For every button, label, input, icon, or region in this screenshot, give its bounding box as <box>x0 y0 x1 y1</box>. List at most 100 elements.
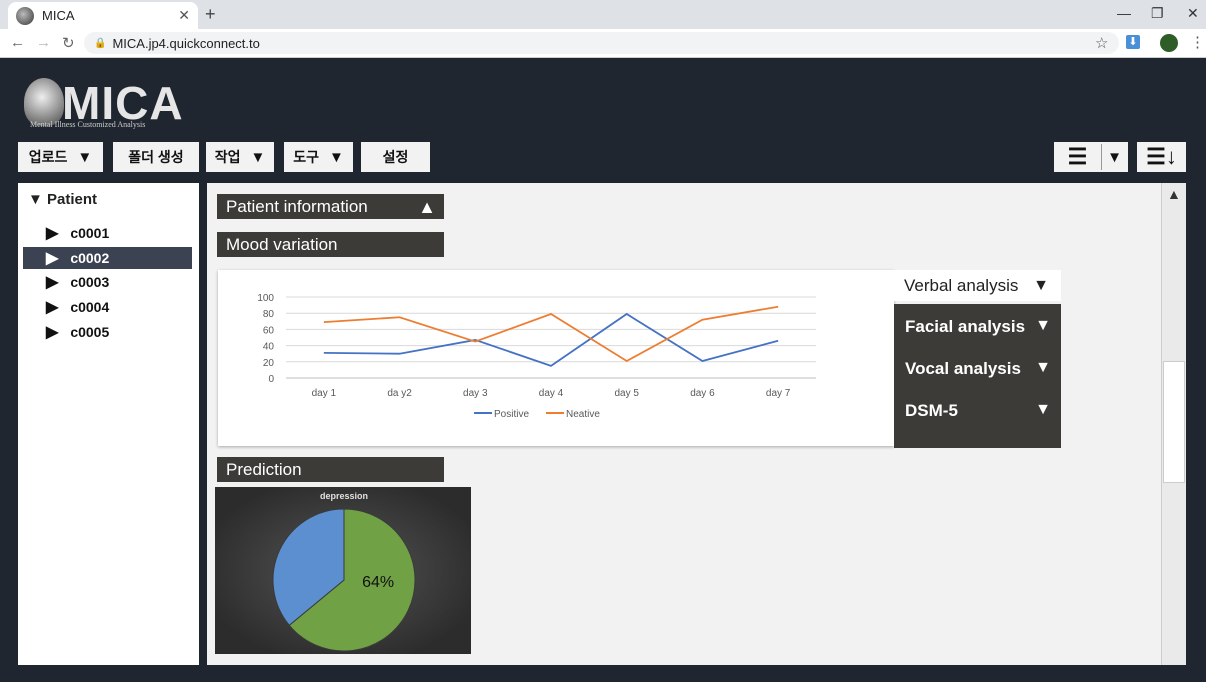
task-label: 작업 <box>214 149 241 165</box>
x-tick-label: day 4 <box>539 388 564 399</box>
forward-icon[interactable]: → <box>36 34 51 51</box>
list-view-icon: ☰ <box>1054 144 1102 170</box>
back-icon[interactable]: ← <box>10 34 25 51</box>
depression-pie-svg: depression 64% <box>272 491 416 652</box>
legend-label: Neative <box>566 409 600 420</box>
upload-menu-button[interactable]: 업로드 ▼ <box>18 142 103 172</box>
tools-label: 도구 <box>293 149 319 165</box>
head-logo-icon <box>24 78 64 126</box>
close-tab-icon[interactable]: ✕ <box>178 7 190 23</box>
x-tick-label: day 3 <box>463 388 488 399</box>
triangle-right-icon: ▶ <box>46 274 59 291</box>
sort-button[interactable]: ☰↓ <box>1137 142 1186 172</box>
triangle-down-icon: ▼ <box>1033 276 1049 294</box>
tree-root-patient[interactable]: ▼ Patient <box>28 191 97 208</box>
download-extension-icon[interactable]: ⬇ <box>1126 35 1140 49</box>
scroll-up-icon[interactable]: ▲ <box>1167 186 1181 202</box>
restore-icon[interactable]: ❐ <box>1151 5 1164 21</box>
x-tick-label: day 7 <box>766 388 791 399</box>
x-tick-label: day 5 <box>614 388 639 399</box>
verbal-analysis-label: Verbal analysis <box>904 275 1019 295</box>
tree-item-c0005[interactable]: ▶ c0005 <box>23 321 192 343</box>
triangle-right-icon: ▶ <box>46 299 59 316</box>
triangle-up-icon[interactable]: ▲ <box>418 197 436 217</box>
depression-pie-chart: depression 64% <box>215 487 471 654</box>
mood-variation-title: Mood variation <box>226 234 338 254</box>
triangle-right-icon: ▶ <box>46 250 59 267</box>
x-tick-label: day 6 <box>690 388 715 399</box>
tree-item-c0002[interactable]: ▶ c0002 <box>23 247 192 269</box>
lock-icon: 🔒 <box>94 37 107 49</box>
browser-menu-icon[interactable]: ⋮ <box>1190 34 1205 51</box>
bookmark-star-icon[interactable]: ☆ <box>1095 35 1109 52</box>
tree-item-label: c0005 <box>70 324 110 340</box>
triangle-down-icon: ▼ <box>77 148 93 166</box>
scroll-thumb[interactable] <box>1163 361 1185 483</box>
dsm5-label: DSM-5 <box>905 401 958 420</box>
x-tick-label: day 1 <box>312 388 337 399</box>
y-tick-label: 0 <box>268 374 274 385</box>
mica-logo: MICA Mental Illness Customized Analysis <box>24 76 194 132</box>
vocal-analysis-label: Vocal analysis <box>905 359 1021 378</box>
facial-analysis-label: Facial analysis <box>905 317 1026 336</box>
close-window-icon[interactable]: ✕ <box>1187 5 1199 21</box>
url-field[interactable]: 🔒 MICA.jp4.quickconnect.to <box>84 32 1119 54</box>
patient-info-header[interactable]: Patient information ▲ <box>217 194 444 219</box>
logo-title: MICA <box>62 77 184 129</box>
triangle-down-icon: ▼ <box>1035 401 1051 418</box>
new-tab-icon[interactable]: + <box>205 4 216 24</box>
browser-tab-bar: MICA ✕ + — ❐ ✕ <box>0 0 1206 29</box>
x-tick-label: da y2 <box>387 388 412 399</box>
legend-label: Positive <box>494 409 529 420</box>
profile-avatar[interactable] <box>1160 34 1178 52</box>
patient-tree-panel: ▼ Patient ▶ c0001 ▶ c0002 ▶ c0003 ▶ c000… <box>18 183 199 665</box>
tree-item-c0004[interactable]: ▶ c0004 <box>23 296 192 318</box>
facial-analysis-item[interactable]: Facial analysis ▼ <box>905 317 1055 337</box>
triangle-right-icon: ▶ <box>46 324 59 341</box>
new-folder-button[interactable]: 폴더 생성 <box>113 142 199 172</box>
upload-label: 업로드 <box>28 149 68 165</box>
minimize-icon[interactable]: — <box>1117 5 1131 21</box>
tree-item-label: c0001 <box>70 225 110 241</box>
settings-button[interactable]: 설정 <box>361 142 430 172</box>
task-menu-button[interactable]: 작업 ▼ <box>206 142 274 172</box>
tree-item-label: c0004 <box>70 299 110 315</box>
vertical-scrollbar[interactable]: ▲ <box>1161 183 1186 665</box>
reload-icon[interactable]: ↻ <box>62 35 75 52</box>
triangle-down-icon: ▼ <box>1107 148 1122 166</box>
y-tick-label: 20 <box>263 358 275 369</box>
tree-item-c0003[interactable]: ▶ c0003 <box>23 271 192 293</box>
triangle-down-icon: ▼ <box>1035 359 1051 376</box>
tree-item-label: c0002 <box>70 250 110 266</box>
pie-slice <box>288 508 416 652</box>
address-bar: ← → ↻ 🔒 MICA.jp4.quickconnect.to ☆ ⬇ ⋮ <box>0 29 1206 58</box>
verbal-analysis-tab[interactable]: Verbal analysis ▼ <box>894 270 1061 301</box>
tab-title: MICA <box>42 8 75 23</box>
mood-line-chart: 100 80 60 40 20 0 day 1 da y2 day 3 day 4 day 5 day… <box>218 270 894 446</box>
triangle-down-icon: ▼ <box>328 148 344 166</box>
logo-subtitle: Mental Illness Customized Analysis <box>30 120 146 129</box>
vocal-analysis-item[interactable]: Vocal analysis ▼ <box>905 359 1055 379</box>
favicon-icon <box>16 6 34 25</box>
triangle-down-icon: ▼ <box>250 148 266 166</box>
main-content: Patient information ▲ Mood variation 100… <box>207 183 1186 665</box>
dsm5-item[interactable]: DSM-5 ▼ <box>905 401 1055 421</box>
y-tick-label: 40 <box>263 342 275 353</box>
triangle-down-icon: ▼ <box>1035 317 1051 334</box>
pie-data-label: 64% <box>362 574 394 591</box>
prediction-title: Prediction <box>226 459 302 479</box>
y-tick-label: 80 <box>263 309 275 320</box>
view-mode-button[interactable]: ☰ ▼ <box>1054 142 1128 172</box>
analysis-menu: Facial analysis ▼ Vocal analysis ▼ DSM-5… <box>894 304 1061 448</box>
new-folder-label: 폴더 생성 <box>128 149 184 165</box>
tools-menu-button[interactable]: 도구 ▼ <box>284 142 353 172</box>
pie-slice <box>272 508 345 626</box>
sort-icon: ☰↓ <box>1146 144 1177 169</box>
mood-variation-header: Mood variation <box>217 232 444 257</box>
series-line-positive <box>323 312 779 367</box>
triangle-down-icon: ▼ <box>28 191 43 208</box>
tree-item-c0001[interactable]: ▶ c0001 <box>23 222 192 244</box>
settings-label: 설정 <box>382 149 409 165</box>
browser-tab[interactable]: MICA ✕ <box>8 2 198 29</box>
prediction-header: Prediction <box>217 457 444 482</box>
